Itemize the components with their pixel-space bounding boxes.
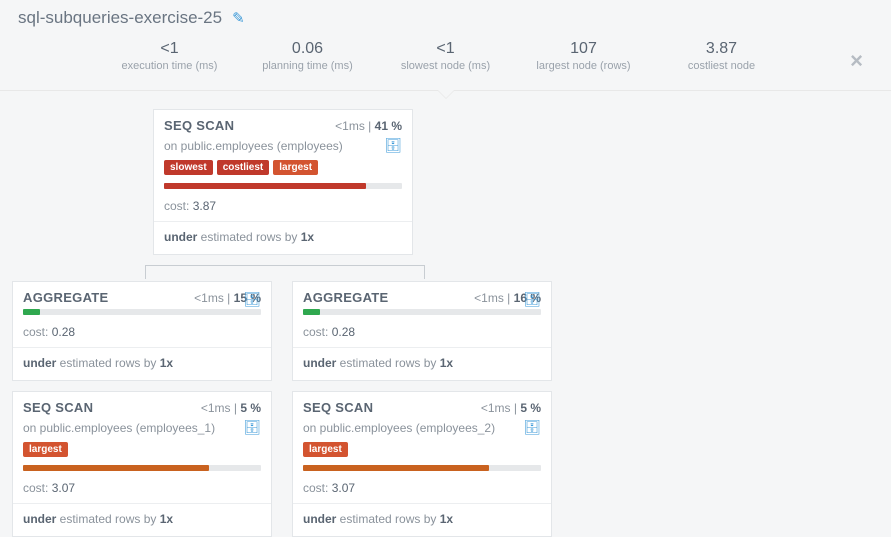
title-bar: sql-subqueries-exercise-25 ✎ [0,0,891,34]
plan-node-header: SEQ SCAN <1ms | 41 % [154,110,412,137]
stat-value: 107 [529,40,639,58]
stats-summary: <1 execution time (ms) 0.06 planning tim… [0,34,891,91]
arrow-down-icon [437,90,455,99]
plan-node-subtitle: on public.employees (employees) 🗄 [154,137,412,160]
database-icon: 🗄 [384,137,402,154]
plan-node-header: AGGREGATE<1ms | 15 % [13,282,271,309]
stat-value: <1 [391,40,501,58]
plan-node-timing: <1ms | 5 % [481,401,541,415]
plan-node-bar [23,465,261,471]
database-icon: 🗄 [523,419,541,436]
badge-largest: largest [273,160,318,175]
plan-node-relation: on public.employees (employees_1) [23,421,215,435]
plan-node-badges: largest [13,442,271,465]
plan-node-cost: cost: 3.87 [154,195,412,222]
plan-node-bar: 🗄 [23,309,261,315]
plan-node[interactable]: SEQ SCAN <1ms | 41 % on public.employees (… [153,109,413,255]
database-icon: 🗄 [243,291,261,308]
stat-label: planning time (ms) [253,60,363,72]
plan-node-timing: <1ms | 41 % [335,119,402,133]
plan-node-type: AGGREGATE [23,290,109,305]
stat-label: slowest node (ms) [391,60,501,72]
plan-node-cost: cost: 3.07 [13,477,271,504]
badge-largest: largest [23,442,68,457]
stat-label: largest node (rows) [529,60,639,72]
stat-slowest-node: <1 slowest node (ms) [391,40,501,72]
stat-planning-time: 0.06 planning time (ms) [253,40,363,72]
plan-node-timing: <1ms | 5 % [201,401,261,415]
plan-node-estimate: under estimated rows by 1x [13,348,271,380]
stat-costliest-node: 3.87 costliest node [667,40,777,72]
plan-node-cost: cost: 0.28 [293,321,551,348]
plan-node-bar [303,465,541,471]
close-icon[interactable]: × [850,48,863,74]
stat-label: execution time (ms) [115,60,225,72]
plan-node-estimate: under estimated rows by 1x [293,504,551,536]
plan-node-type: AGGREGATE [303,290,389,305]
plan-node-header: SEQ SCAN <1ms | 5 % [13,392,271,419]
plan-node-bar-fill [164,183,366,189]
plan-node-type: SEQ SCAN [23,400,93,415]
plan-node-estimate: under estimated rows by 1x [154,222,412,254]
badge-costliest: costliest [217,160,270,175]
stat-value: 3.87 [667,40,777,58]
page-title: sql-subqueries-exercise-25 [18,8,222,28]
plan-node-estimate: under estimated rows by 1x [293,348,551,380]
plan-node-bar: 🗄 [303,309,541,315]
badge-largest: largest [303,442,348,457]
plan-node-bar-fill [23,465,209,471]
plan-node-badges: slowest costliestlargest [154,160,412,183]
plan-node-type: SEQ SCAN [303,400,373,415]
plan-node[interactable]: SEQ SCAN <1ms | 5 % on public.employees (e… [292,391,552,537]
plan-node-subtitle: on public.employees (employees_2) 🗄 [293,419,551,442]
plan-node-type: SEQ SCAN [164,118,234,133]
plan-node-subtitle: on public.employees (employees_1) 🗄 [13,419,271,442]
database-icon: 🗄 [523,291,541,308]
plan-node-estimate: under estimated rows by 1x [13,504,271,536]
plan-node[interactable]: SEQ SCAN <1ms | 5 % on public.employees (e… [12,391,272,537]
plan-node-bar-fill [23,309,40,315]
plan-node-header: SEQ SCAN <1ms | 5 % [293,392,551,419]
plan-node-bar-fill [303,465,489,471]
stat-largest-node: 107 largest node (rows) [529,40,639,72]
plan-node-cost: cost: 0.28 [13,321,271,348]
plan-node-cost: cost: 3.07 [293,477,551,504]
stat-value: 0.06 [253,40,363,58]
badge-slowest: slowest [164,160,213,175]
stat-value: <1 [115,40,225,58]
plan-node-header: AGGREGATE<1ms | 16 % [293,282,551,309]
database-icon: 🗄 [243,419,261,436]
plan-node[interactable]: AGGREGATE<1ms | 16 %🗄 cost: 0.28under est… [292,281,552,381]
stat-execution-time: <1 execution time (ms) [115,40,225,72]
plan-node-bar [164,183,402,189]
plan-node[interactable]: AGGREGATE<1ms | 15 %🗄 cost: 0.28under est… [12,281,272,381]
stat-label: costliest node [667,60,777,72]
plan-node-relation: on public.employees (employees_2) [303,421,495,435]
plan-node-relation: on public.employees (employees) [164,139,343,153]
plan-node-badges: largest [293,442,551,465]
tree-connector [145,265,425,279]
plan-node-bar-fill [303,309,320,315]
edit-icon[interactable]: ✎ [232,9,245,27]
